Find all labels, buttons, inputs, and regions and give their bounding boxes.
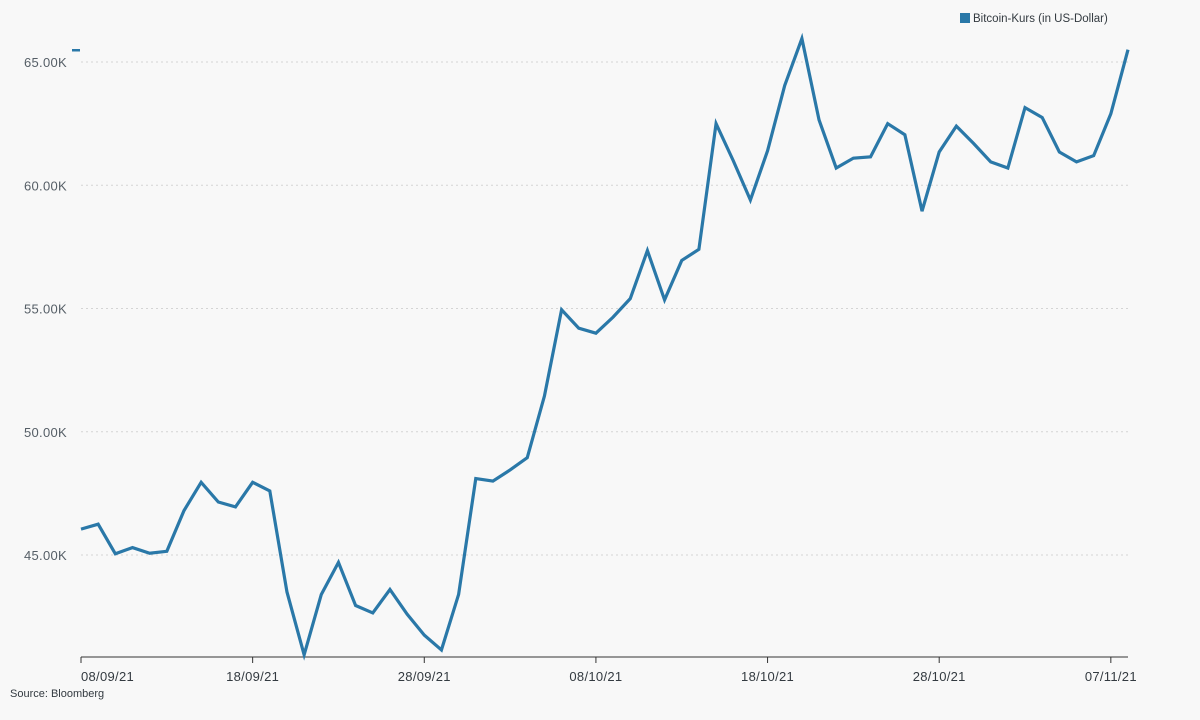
y-tick-label: 55.00K bbox=[24, 302, 67, 317]
legend-swatch bbox=[960, 13, 970, 23]
gridlines bbox=[81, 61, 1130, 556]
legend-label: Bitcoin-Kurs (in US-Dollar) bbox=[973, 13, 1108, 25]
y-tick-label: 50.00K bbox=[24, 425, 67, 440]
x-axis-ticks: 08/09/21 18/09/21 28/09/21 08/10/21 18/10/21… bbox=[80, 657, 1137, 684]
y-tick-label: 60.00K bbox=[24, 178, 67, 193]
series-points bbox=[79, 37, 1130, 657]
x-tick-label: 28/09/21 bbox=[398, 669, 451, 684]
x-tick-label: 07/11/21 bbox=[1085, 669, 1137, 684]
x-tick-label: 18/10/21 bbox=[741, 669, 794, 684]
source-note: Source: Bloomberg bbox=[10, 688, 104, 700]
y-axis-marker bbox=[72, 49, 80, 52]
y-tick-label: 65.00K bbox=[24, 55, 67, 70]
x-tick-label: 08/09/21 bbox=[81, 669, 134, 684]
y-axis-ticks: 45.00K 50.00K 55.00K 60.00K 65.00K bbox=[24, 55, 67, 563]
legend: Bitcoin-Kurs (in US-Dollar) bbox=[960, 13, 1108, 25]
x-tick-label: 08/10/21 bbox=[569, 669, 622, 684]
bitcoin-price-line bbox=[80, 32, 1130, 661]
x-tick-label: 18/09/21 bbox=[226, 669, 279, 684]
x-tick-label: 28/10/21 bbox=[913, 669, 966, 684]
y-tick-label: 45.00K bbox=[24, 548, 67, 563]
